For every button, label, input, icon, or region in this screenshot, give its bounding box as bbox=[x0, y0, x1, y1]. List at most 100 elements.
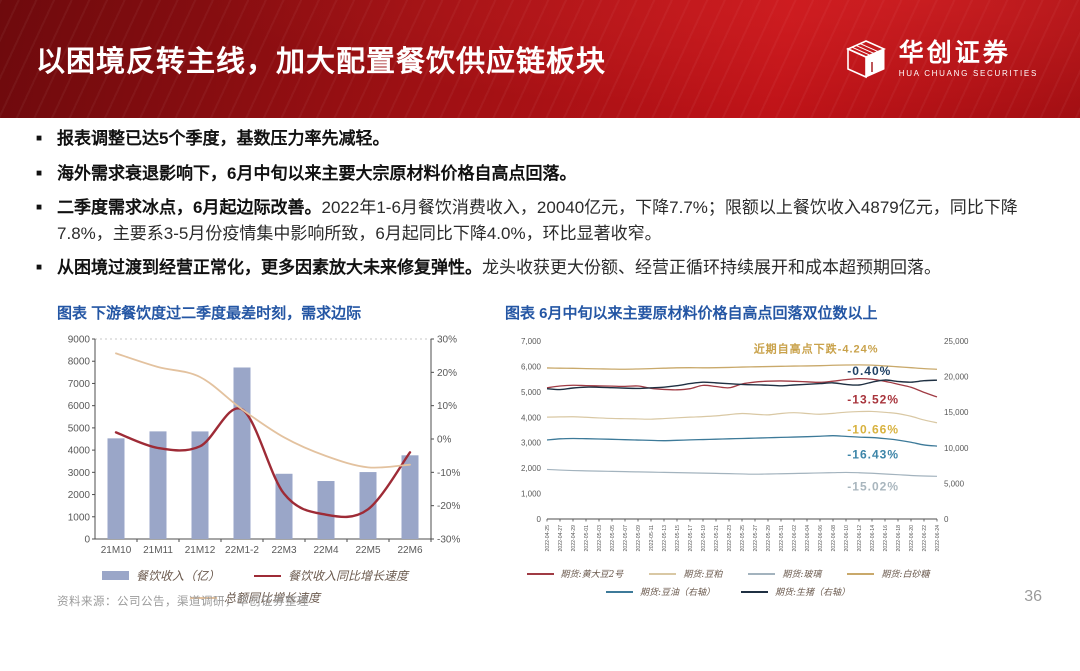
svg-text:8000: 8000 bbox=[68, 357, 91, 368]
svg-text:2022-05-09: 2022-05-09 bbox=[636, 525, 642, 552]
svg-text:5,000: 5,000 bbox=[521, 388, 542, 397]
svg-text:6000: 6000 bbox=[68, 401, 91, 412]
bullet-rest: 2022年1-6月餐饮消费收入，20040亿元，下降7.7%；限额以上餐饮收入4… bbox=[57, 198, 1018, 243]
svg-text:9000: 9000 bbox=[68, 335, 91, 346]
svg-text:2022-06-20: 2022-06-20 bbox=[909, 525, 915, 552]
svg-text:2022-05-17: 2022-05-17 bbox=[688, 525, 694, 552]
svg-text:30%: 30% bbox=[437, 335, 457, 346]
legend-item: 期货:豆粕 bbox=[649, 567, 722, 580]
legend-item: 期货:生猪（右轴） bbox=[741, 585, 850, 598]
page-title: 以困境反转主线，加大配置餐饮供应链板块 bbox=[36, 46, 607, 78]
logo-cube-icon bbox=[843, 36, 889, 82]
legend-line-swatch-icon bbox=[847, 572, 875, 575]
svg-text:2022-05-31: 2022-05-31 bbox=[779, 525, 785, 552]
svg-text:7000: 7000 bbox=[68, 379, 91, 390]
bullet-square-icon: ■ bbox=[36, 262, 43, 273]
svg-text:21M11: 21M11 bbox=[143, 545, 173, 556]
svg-text:2022-05-03: 2022-05-03 bbox=[597, 525, 603, 552]
legend-line-swatch-icon bbox=[526, 572, 554, 575]
bullet-square-icon: ■ bbox=[36, 167, 43, 179]
svg-text:2022-06-22: 2022-06-22 bbox=[922, 525, 928, 552]
svg-text:5000: 5000 bbox=[68, 423, 91, 434]
bullet-lead: 从困境过渡到经营正常化，更多因素放大未来修复弹性。 bbox=[57, 258, 483, 277]
legend-bar-swatch-icon bbox=[101, 571, 129, 580]
svg-text:-20%: -20% bbox=[437, 501, 460, 512]
svg-text:2022-06-12: 2022-06-12 bbox=[857, 525, 863, 552]
svg-text:4,000: 4,000 bbox=[521, 413, 542, 422]
svg-text:2022-06-24: 2022-06-24 bbox=[935, 525, 941, 552]
svg-text:2022-05-25: 2022-05-25 bbox=[740, 525, 746, 552]
svg-text:-13.52%: -13.52% bbox=[847, 392, 899, 406]
legend-item: 期货:玻璃 bbox=[748, 567, 821, 580]
bullet-item: ■ 报表调整已达5个季度，基数压力率先减轻。 bbox=[36, 126, 1050, 152]
legend-item: 期货:黄大豆2号 bbox=[526, 567, 624, 580]
legend-line-swatch-icon bbox=[189, 596, 217, 599]
svg-text:22M5: 22M5 bbox=[355, 545, 380, 556]
left-chart-section: 图表 下游餐饮度过二季度最差时刻，需求边际 0 1000 2000 3000 4000 5… bbox=[55, 302, 477, 606]
svg-text:25,000: 25,000 bbox=[944, 337, 969, 346]
bullet-item: ■ 海外需求衰退影响下，6月中旬以来主要大宗原材料价格自高点回落。 bbox=[36, 161, 1050, 187]
svg-text:2,000: 2,000 bbox=[521, 464, 542, 473]
legend-item: 期货:白砂糖 bbox=[847, 567, 929, 580]
right-chart-legend: 期货:黄大豆2号 期货:豆粕 期货:玻璃 期货:白砂糖期货:豆油（右轴） 期货:生猪（右… bbox=[503, 567, 953, 598]
legend-label: 餐饮收入（亿） bbox=[135, 569, 220, 583]
svg-text:4000: 4000 bbox=[68, 446, 91, 457]
svg-text:2022-04-29: 2022-04-29 bbox=[571, 525, 577, 552]
svg-text:0%: 0% bbox=[437, 435, 452, 446]
header-banner: 以困境反转主线，加大配置餐饮供应链板块 华创证券 HUA CHUANG SECU… bbox=[0, 0, 1080, 118]
legend-item: 餐饮收入（亿） bbox=[101, 567, 220, 584]
legend-line-swatch-icon bbox=[649, 572, 677, 575]
svg-text:2022-06-02: 2022-06-02 bbox=[792, 525, 798, 552]
legend-label: 期货:黄大豆2号 bbox=[560, 570, 624, 580]
svg-text:近期自高点下跌-4.24%: 近期自高点下跌-4.24% bbox=[754, 342, 879, 356]
legend-item: 餐饮收入同比增长速度 bbox=[254, 567, 408, 584]
svg-text:2022-05-07: 2022-05-07 bbox=[623, 525, 629, 552]
svg-text:-30%: -30% bbox=[437, 535, 460, 546]
bullet-list: ■ 报表调整已达5个季度，基数压力率先减轻。 ■ 海外需求衰退影响下，6月中旬以… bbox=[36, 126, 1050, 290]
svg-text:-10.66%: -10.66% bbox=[847, 423, 899, 437]
svg-text:21M12: 21M12 bbox=[185, 545, 216, 556]
svg-text:-15.02%: -15.02% bbox=[847, 480, 899, 494]
bullet-rest: 龙头收获更大份额、经营正循环持续展开和成本超预期回落。 bbox=[482, 258, 942, 277]
svg-text:21M10: 21M10 bbox=[101, 545, 132, 556]
bullet-square-icon: ■ bbox=[36, 133, 43, 144]
svg-text:2000: 2000 bbox=[68, 490, 91, 501]
svg-text:2022-05-19: 2022-05-19 bbox=[701, 525, 707, 552]
svg-text:-16.43%: -16.43% bbox=[847, 447, 899, 461]
svg-text:22M3: 22M3 bbox=[271, 545, 296, 556]
right-chart-canvas: 0 1,000 2,000 3,000 4,000 5,000 6,000 7,000 0 5,0… bbox=[521, 337, 969, 552]
legend-line-swatch-icon bbox=[741, 590, 768, 593]
left-chart-title: 图表 下游餐饮度过二季度最差时刻，需求边际 bbox=[57, 305, 362, 322]
svg-text:22M6: 22M6 bbox=[397, 545, 422, 556]
svg-text:-0.40%: -0.40% bbox=[847, 364, 891, 378]
brand-logo: 华创证券 HUA CHUANG SECURITIES bbox=[843, 36, 1038, 82]
left-chart-legend: 餐饮收入（亿） 餐饮收入同比增长速度总额同比增长速度 bbox=[55, 567, 455, 606]
legend-label: 餐饮收入同比增长速度 bbox=[288, 569, 409, 583]
svg-text:2022-05-29: 2022-05-29 bbox=[766, 525, 772, 552]
bullet-lead: 海外需求衰退影响下，6月中旬以来主要大宗原材料价格自高点回落。 bbox=[57, 163, 577, 183]
svg-text:20,000: 20,000 bbox=[944, 373, 969, 382]
svg-text:2022-06-18: 2022-06-18 bbox=[896, 525, 902, 552]
right-chart-section: 图表 6月中旬以来主要原材料价格自高点回落双位数以上 0 1,000 2,000 3,… bbox=[503, 302, 988, 606]
logo-name-cn: 华创证券 bbox=[898, 38, 1011, 67]
source-note: 资料来源：公司公告，渠道调研，华创证券整理 bbox=[57, 596, 309, 608]
svg-text:10,000: 10,000 bbox=[944, 444, 969, 453]
svg-text:0: 0 bbox=[537, 515, 542, 524]
right-chart-title: 图表 6月中旬以来主要原材料价格自高点回落双位数以上 bbox=[505, 305, 878, 322]
legend-label: 总额同比增长速度 bbox=[223, 591, 320, 605]
svg-text:-10%: -10% bbox=[437, 468, 460, 479]
legend-item: 总额同比增长速度 bbox=[189, 589, 320, 606]
svg-text:22M1-2: 22M1-2 bbox=[225, 545, 259, 556]
legend-line-swatch-icon bbox=[748, 572, 776, 575]
legend-label: 期货:生猪（右轴） bbox=[775, 588, 851, 598]
legend-label: 期货:白砂糖 bbox=[881, 570, 930, 580]
svg-text:2022-06-08: 2022-06-08 bbox=[831, 525, 837, 552]
svg-text:2022-06-16: 2022-06-16 bbox=[883, 525, 889, 552]
bullet-lead: 报表调整已达5个季度，基数压力率先减轻。 bbox=[57, 129, 390, 148]
svg-text:3000: 3000 bbox=[68, 468, 91, 479]
svg-text:0: 0 bbox=[944, 515, 949, 524]
logo-name-en: HUA CHUANG SECURITIES bbox=[898, 68, 1038, 78]
legend-item: 期货:豆油（右轴） bbox=[605, 585, 715, 598]
legend-label: 期货:玻璃 bbox=[782, 570, 822, 580]
svg-text:1000: 1000 bbox=[68, 512, 91, 523]
